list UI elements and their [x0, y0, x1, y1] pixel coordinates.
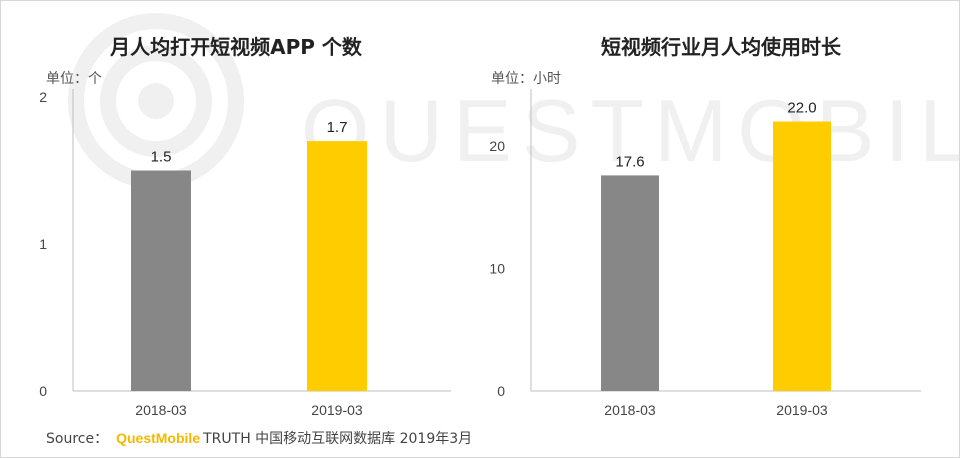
x-tick-label: 2018-03 [135, 402, 187, 418]
unit-label: 单位：个 [46, 71, 102, 87]
x-tick-label: 2018-03 [604, 402, 656, 418]
data-label: 1.5 [151, 149, 172, 166]
data-label: 22.0 [787, 100, 816, 117]
y-tick-label: 2 [39, 89, 47, 105]
source-prefix: Source： [46, 431, 109, 447]
y-tick-label: 10 [489, 261, 505, 277]
bar-chart-open-apps: 0 1 2 1.5 2018-03 1.7 2019-03 [39, 89, 451, 418]
chart-panel-open-apps: 月人均打开短视频APP 个数 单位：个 0 1 2 1.5 2018-03 1.7 2019… [1, 1, 471, 421]
y-tick-label: 20 [489, 138, 505, 154]
chart-panel-usage-time: 短视频行业月人均使用时长 单位：小时 0 10 20 17.6 2018-03 22.0 2… [481, 1, 959, 421]
x-tick-label: 2019-03 [776, 402, 828, 418]
unit-label: 单位：小时 [491, 71, 561, 87]
source-note: Source： QuestMobile TRUTH 中国移动互联网数据库 2019年… [46, 428, 472, 448]
y-tick-label: 0 [39, 383, 47, 399]
bar-chart-usage-time: 0 10 20 17.6 2018-03 22.0 2019-03 [489, 89, 921, 418]
source-suffix: TRUTH 中国移动互联网数据库 2019年3月 [203, 431, 473, 447]
data-label: 17.6 [615, 153, 644, 170]
source-brand: QuestMobile [116, 430, 201, 446]
bar-2019-03 [307, 141, 367, 391]
y-tick-label: 0 [497, 383, 505, 399]
data-label: 1.7 [327, 119, 348, 136]
bar-2018-03 [601, 175, 659, 391]
chart-title: 短视频行业月人均使用时长 [601, 35, 841, 59]
bar-2019-03 [773, 121, 831, 391]
bar-2018-03 [131, 170, 191, 391]
y-tick-label: 1 [39, 236, 47, 252]
x-tick-label: 2019-03 [311, 402, 363, 418]
chart-title: 月人均打开短视频APP 个数 [110, 35, 362, 59]
